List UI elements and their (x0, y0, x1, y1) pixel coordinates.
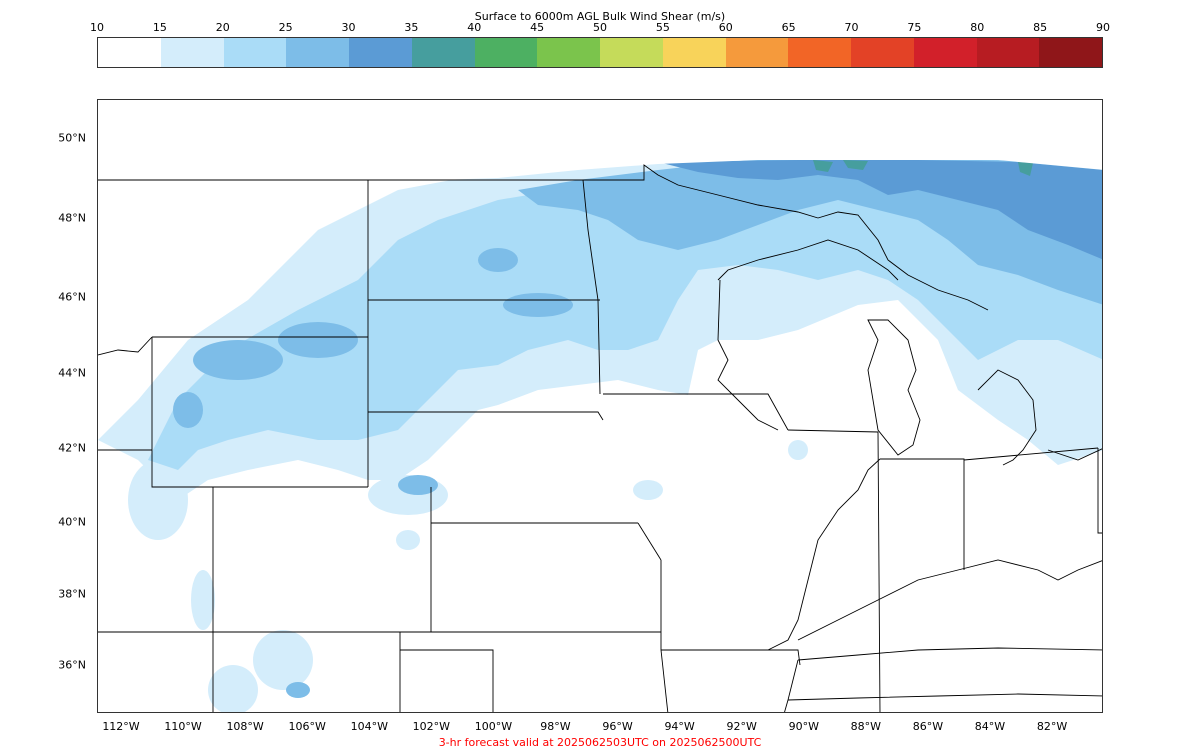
longitude-label: 112°W (102, 720, 140, 733)
longitude-label: 94°W (664, 720, 695, 733)
outside-domain (98, 100, 1102, 180)
latitude-label: 46°N (58, 290, 86, 304)
colorbar-tick-label: 85 (1033, 21, 1048, 34)
longitude-label: 96°W (602, 720, 633, 733)
latitude-label: 42°N (58, 441, 86, 455)
colorbar-segment (349, 38, 412, 67)
shear-band-30-35 (658, 160, 1102, 260)
colorbar-segment (474, 38, 538, 67)
colorbar-tick-label: 90 (1096, 21, 1110, 34)
colorbar-segment (223, 38, 287, 67)
longitude-label: 104°W (350, 720, 388, 733)
colorbar-tick-label: 75 (907, 21, 922, 34)
colorbar-tick-label: 50 (593, 21, 607, 34)
colorbar-tick-label: 40 (467, 21, 482, 34)
colorbar-tick-label: 60 (718, 21, 733, 34)
colorbar-tick-label: 70 (844, 21, 859, 34)
colorbar (97, 37, 1103, 68)
longitude-label: 88°W (850, 720, 882, 733)
longitude-label: 102°W (412, 720, 451, 733)
longitude-label: 92°W (726, 720, 757, 733)
colorbar-tick-label: 25 (278, 21, 293, 34)
longitude-label: 90°W (788, 720, 819, 733)
colorbar-tick-label: 80 (970, 21, 985, 34)
longitude-label: 100°W (474, 720, 513, 733)
colorbar-tick-label: 55 (655, 21, 670, 34)
latitude-label: 44°N (58, 366, 86, 380)
latitude-label: 48°N (58, 211, 86, 225)
latitude-label: 36°N (58, 658, 86, 672)
colorbar-tick-label: 30 (341, 21, 356, 34)
colorbar-segment (913, 38, 977, 67)
colorbar-segment (286, 38, 349, 67)
latitude-label: 50°N (58, 131, 86, 145)
colorbar-segment (851, 38, 914, 67)
longitude-label: 82°W (1036, 720, 1068, 733)
colorbar-tick-label: 65 (781, 21, 796, 34)
colorbar-tick-label: 10 (90, 21, 104, 34)
colorbar-segment (725, 38, 789, 67)
map-svg (98, 100, 1102, 712)
colorbar-segment (788, 38, 851, 67)
forecast-valid-caption: 3-hr forecast valid at 2025062503UTC on … (438, 736, 762, 749)
longitude-label: 106°W (288, 720, 326, 733)
longitude-label: 84°W (974, 720, 1006, 733)
colorbar-tick-label: 45 (530, 21, 545, 34)
colorbar-segment (411, 38, 475, 67)
colorbar-segment (600, 38, 663, 67)
latitude-label: 40°N (58, 515, 86, 529)
colorbar-segment (537, 38, 600, 67)
latitude-label: 38°N (58, 587, 86, 601)
colorbar-segment (976, 38, 1040, 67)
shear-band-35-40 (813, 160, 1033, 176)
longitude-label: 110°W (164, 720, 202, 733)
shear-cells-mid (173, 248, 573, 698)
colorbar-tick-label: 35 (404, 21, 419, 34)
longitude-label: 98°W (540, 720, 571, 733)
colorbar-segment (662, 38, 726, 67)
boundaries (98, 164, 1102, 712)
shear-band-20-25 (148, 160, 1102, 470)
colorbar-segment (1039, 38, 1102, 67)
longitude-label: 86°W (912, 720, 944, 733)
longitude-label: 108°W (226, 720, 264, 733)
colorbar-segment (160, 38, 224, 67)
colorbar-title: Surface to 6000m AGL Bulk Wind Shear (m/… (474, 10, 726, 23)
colorbar-segment (98, 38, 161, 67)
colorbar-ticks: 10 15 20 25 30 35 40 45 50 55 60 65 70 75 80 85 90 (90, 21, 1110, 35)
colorbar-tick-label: 15 (152, 21, 167, 34)
shear-cells-sw (128, 440, 808, 712)
map-panel (97, 99, 1103, 713)
colorbar-tick-label: 20 (215, 21, 230, 34)
